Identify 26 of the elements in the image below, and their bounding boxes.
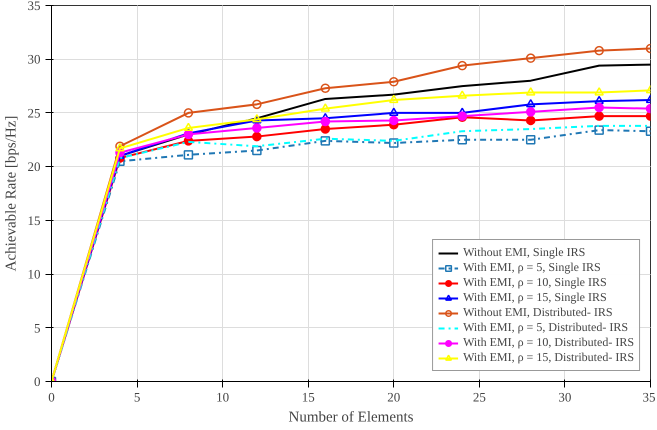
y-tick-label: 15: [28, 212, 40, 228]
y-tick-label: 0: [34, 374, 40, 389]
x-tick-label: 25: [472, 390, 486, 404]
legend-label: With EMI, ρ = 5, Single IRS: [463, 260, 601, 275]
y-tick-label: 20: [28, 159, 40, 174]
x-tick-label: 30: [558, 390, 572, 404]
legend-label: With EMI, ρ = 5, Distributed- IRS: [463, 320, 628, 335]
legend-label: With EMI, ρ = 15, Single IRS: [463, 290, 607, 305]
legend-label: With EMI, ρ = 10, Distributed- IRS: [463, 335, 634, 350]
y-axis-title: Achievable Rate [bps/Hz]: [4, 116, 20, 272]
x-tick-label: 0: [48, 390, 55, 404]
legend-label: Without EMI, Single IRS: [463, 245, 586, 260]
legend-label: With EMI, ρ = 10, Single IRS: [463, 275, 607, 290]
x-tick-label: 20: [387, 390, 400, 404]
y-tick-label: 25: [28, 105, 40, 120]
x-axis-title: Number of Elements: [288, 410, 414, 426]
x-tick-label: 5: [134, 390, 140, 404]
legend-label: With EMI, ρ = 15, Distributed- IRS: [463, 350, 634, 365]
y-tick-label: 30: [28, 52, 40, 67]
y-tick-label: 5: [34, 320, 40, 336]
x-tick-label: 10: [216, 390, 230, 404]
legend-label: Without EMI, Distributed- IRS: [463, 305, 613, 320]
x-tick-label: 35: [642, 390, 656, 404]
y-tick-label: 35: [28, 0, 40, 13]
x-tick-label: 15: [302, 390, 315, 404]
y-tick-label: 10: [28, 266, 40, 282]
